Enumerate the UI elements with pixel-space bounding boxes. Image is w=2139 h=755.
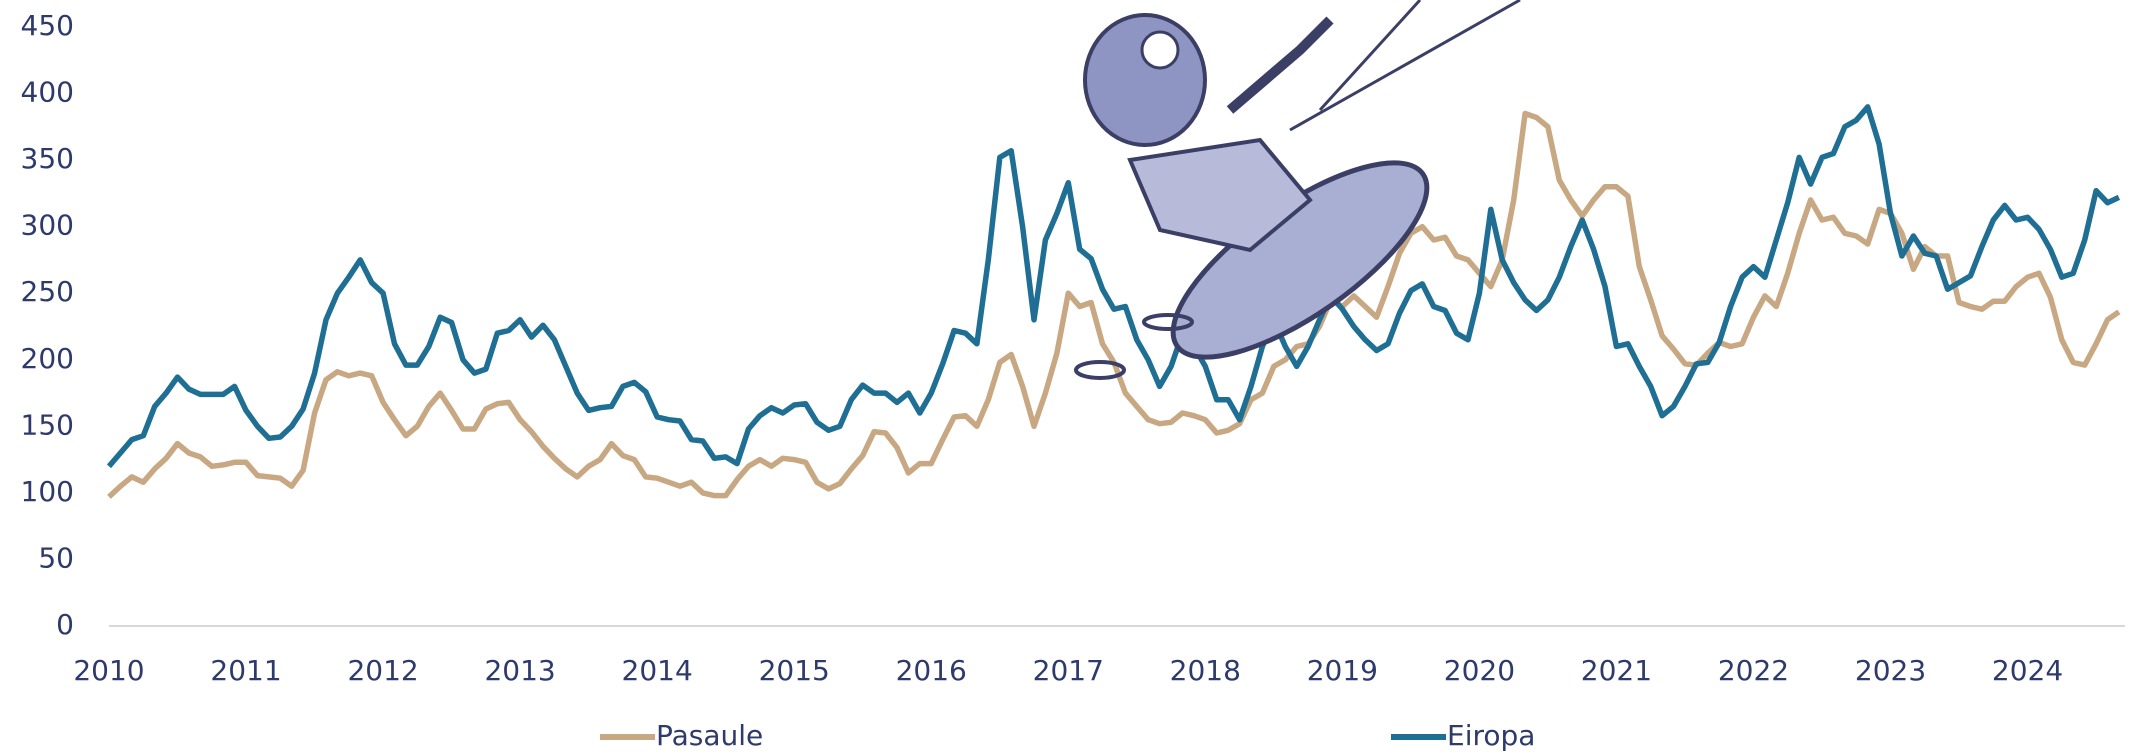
x-tick-label: 2022 (1718, 654, 1789, 687)
y-tick-label: 200 (21, 342, 74, 375)
x-tick-label: 2021 (1581, 654, 1652, 687)
y-tick-label: 0 (56, 608, 74, 641)
x-tick-label: 2012 (347, 654, 418, 687)
x-tick-label: 2018 (1170, 654, 1241, 687)
x-tick-label: 2013 (484, 654, 555, 687)
series-line (106, 104, 2121, 469)
y-tick-label: 400 (21, 76, 74, 109)
legend: Pasaule Eiropa (600, 719, 1535, 752)
x-tick-label: 2010 (73, 654, 144, 687)
kitesurfer-illustration (1074, 0, 1521, 380)
y-tick-label: 300 (21, 209, 74, 242)
y-tick-label: 450 (21, 9, 74, 42)
legend-label: Pasaule (656, 719, 763, 752)
x-tick-label: 2020 (1444, 654, 1515, 687)
y-tick-label: 50 (38, 541, 74, 574)
x-tick-label: 2019 (1307, 654, 1378, 687)
y-tick-label: 350 (21, 142, 74, 175)
y-tick-label: 150 (21, 408, 74, 441)
legend-label: Eiropa (1447, 719, 1535, 752)
x-tick-label: 2014 (622, 654, 693, 687)
x-tick-label: 2017 (1033, 654, 1104, 687)
x-tick-label: 2015 (759, 654, 830, 687)
x-tick-label: 2011 (210, 654, 281, 687)
y-tick-label: 250 (21, 275, 74, 308)
y-tick-label: 100 (21, 475, 74, 508)
x-tick-label: 2016 (896, 654, 967, 687)
x-tick-label: 2023 (1855, 654, 1926, 687)
x-tick-label: 2024 (1992, 654, 2063, 687)
